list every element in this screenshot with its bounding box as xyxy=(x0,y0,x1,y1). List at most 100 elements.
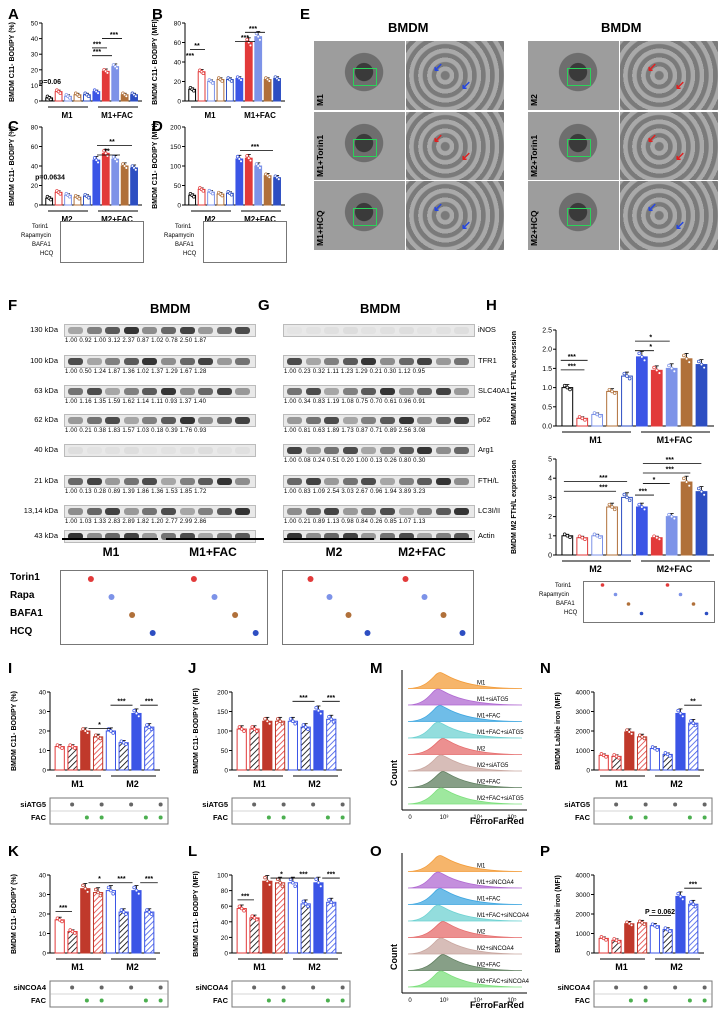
si-dot-K-7 xyxy=(158,985,163,990)
chart-p-dot-3-0 xyxy=(638,919,642,924)
flow-M-xtick-2: 10⁴ xyxy=(473,814,483,821)
flow-O-hist-2 xyxy=(407,888,523,905)
chart-n-ylabel: BMDM Labile iron (MFI) xyxy=(555,692,562,770)
chart-h-top-ytick-label-4: 2.0 xyxy=(542,347,552,354)
chart-b-bar-8 xyxy=(263,79,272,102)
chart-i-annot-0: * xyxy=(98,722,101,729)
chart-c-dot-5-0 xyxy=(92,156,97,160)
blot-lane xyxy=(398,533,414,540)
chart-h-bottom-bar-3 xyxy=(606,506,618,556)
chart-d-dot-6-1 xyxy=(247,156,251,160)
blot-lane xyxy=(123,358,139,365)
chart-a-annot-2: *** xyxy=(93,49,101,56)
chart-n-dot-4-1 xyxy=(653,746,657,751)
chart-a-annot-1: *** xyxy=(93,41,101,48)
chart-p-bar-6 xyxy=(675,895,686,954)
fac-dot-P-2 xyxy=(628,998,633,1003)
chart-h-top-dot-3-2 xyxy=(612,391,617,395)
flow-O-legend-6: M2+FAC xyxy=(477,963,501,969)
chart-b-dot-2-2 xyxy=(210,81,215,85)
chart-k-dot-4-2 xyxy=(111,891,115,896)
chart-j-dot-3-1 xyxy=(278,719,282,723)
chart-k-annot-0: *** xyxy=(59,905,67,912)
chart-c-annot-0: p=0.0634 xyxy=(35,174,65,181)
chart-j-annot-1: *** xyxy=(327,695,335,702)
chart-h-bottom-dot-7-1 xyxy=(669,514,674,519)
chart-d-dot-5-2 xyxy=(239,159,243,164)
em-arrow-icon: ↙ xyxy=(647,60,658,74)
em-zoom-box-left-1 xyxy=(353,139,377,157)
blot-lane xyxy=(324,447,340,454)
chart-p-dot-5-2 xyxy=(668,929,672,933)
chart-i-dot-7-2 xyxy=(149,727,154,731)
si-dot-J-7 xyxy=(340,802,345,807)
panel-e-title-left: BMDM xyxy=(388,20,429,35)
chart-p-group-0: M1 xyxy=(615,962,628,972)
blot-lane xyxy=(198,417,214,424)
chart-b-ytick-label-3: 60 xyxy=(174,40,182,47)
chart-i-bar-5 xyxy=(118,742,129,771)
blot-g-protein-2: SLC40A1 xyxy=(478,386,511,395)
chart-h-top-bar-5 xyxy=(635,356,648,427)
chart-h-bottom-ytick-label-0: 0 xyxy=(548,553,552,560)
chart-a-annot-3: *** xyxy=(110,32,118,39)
treat-label-bafa1-d: BAFA1 xyxy=(175,242,194,248)
flow-O-legend-5: M2+siNCOA4 xyxy=(477,946,515,952)
blot-lane xyxy=(398,417,414,424)
si-dot-P-1 xyxy=(614,985,619,990)
fac-dot-J-3 xyxy=(281,815,286,820)
blot-lane xyxy=(398,447,414,454)
flow-M-xtick-1: 10³ xyxy=(440,815,449,821)
chart-h-bottom-dot-6-2 xyxy=(657,537,662,541)
chart-l-dot-2-2 xyxy=(267,883,272,887)
chart-j-dot-7-2 xyxy=(331,720,336,724)
chart-l-group-0: M1 xyxy=(253,962,266,972)
chart-b-ytick-label-0: 0 xyxy=(177,99,181,106)
chart-c-ytick-label-1: 20 xyxy=(31,183,39,190)
chart-c-ylabel: BMDM C11- BODIPY (%) xyxy=(9,126,16,206)
h-treat-rapa: Rapamycin xyxy=(539,592,570,598)
blot-lane xyxy=(68,508,83,515)
fac-dot-P-3 xyxy=(643,998,648,1003)
chart-j-dot-4-2 xyxy=(293,721,297,726)
chart-h-bottom-annot-4: * xyxy=(653,477,656,484)
chart-k-ytick-label-3: 30 xyxy=(39,892,47,899)
treatment-table-f xyxy=(60,570,268,645)
blot-lane xyxy=(216,417,232,424)
chart-l-dot-7-1 xyxy=(329,900,334,905)
blot-lane xyxy=(123,417,139,424)
blot-lane xyxy=(342,358,358,365)
si-dot-J-5 xyxy=(311,802,316,807)
blot-lane xyxy=(179,533,195,540)
chart-h-top-dot-9-1 xyxy=(699,362,704,367)
chart-d-bar-8 xyxy=(263,175,272,206)
chart-h-bottom-group-1: M2+FAC xyxy=(657,564,693,574)
chart-b-annot-0: *** xyxy=(186,53,194,60)
chart-l-dot-7-0 xyxy=(327,898,331,902)
em-overview-left-2 xyxy=(313,180,406,251)
chart-h-top-bar-3 xyxy=(606,390,618,427)
chart-a-ylabel: BMDM C11- BODIPY (%) xyxy=(9,22,16,102)
em-arrow-icon: ↙ xyxy=(461,149,472,163)
chart-n-dot-7-1 xyxy=(691,721,696,725)
panel-letter-k: K xyxy=(8,843,19,860)
chart-h-top-group-1: M1+FAC xyxy=(657,435,693,445)
chart-b-ylabel: BMDM C11- BODIPY (MFI) xyxy=(152,19,159,105)
chart-h-bottom-dot-9-1 xyxy=(699,489,704,494)
blot-lane xyxy=(161,533,176,540)
chart-a-bar-7 xyxy=(111,66,120,102)
blot-g-quant-4: 1.00 0.08 0.24 0.51 0.20 1.00 0.13 0.26 … xyxy=(284,458,426,464)
chart-h-top-dot-7-2 xyxy=(672,369,677,374)
si-dot-N-3 xyxy=(643,802,648,807)
chart-h-top-dot-1-2 xyxy=(583,418,587,422)
chart-d-dot-6-0 xyxy=(245,154,249,158)
blot-lane xyxy=(361,417,377,424)
chart-k-ytick-label-2: 20 xyxy=(39,912,47,919)
blot-g-protein-7: Actin xyxy=(478,531,495,540)
chart-h-top-dot-5-1 xyxy=(640,355,644,359)
chart-h-bottom-dot-3-1 xyxy=(610,505,614,509)
chart-p-dot-7-2 xyxy=(693,904,698,909)
chart-l-annot-0: *** xyxy=(241,893,249,900)
chart-d-ytick-label-3: 150 xyxy=(170,144,181,151)
chart-l-bar-2 xyxy=(262,880,273,954)
